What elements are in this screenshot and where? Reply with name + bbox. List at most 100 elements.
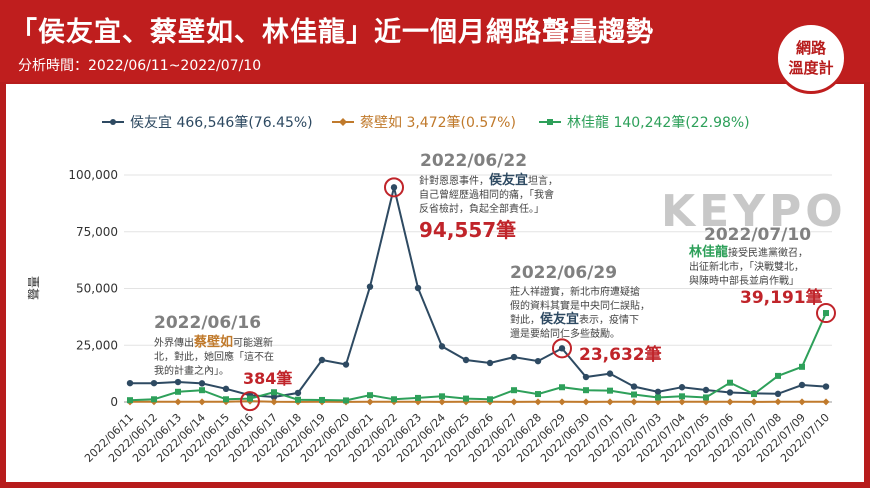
legend-label-hou: 侯友宜 466,546筆(76.45%) — [130, 115, 313, 131]
data-point — [535, 391, 541, 398]
data-point — [702, 386, 710, 394]
data-point — [631, 391, 637, 398]
legend-item-hou: 侯友宜 466,546筆(76.45%) — [102, 115, 313, 131]
y-axis-label: 聲量 — [26, 276, 41, 300]
data-point — [343, 397, 349, 404]
annotation-date-0622: 2022/06/22 — [420, 151, 527, 171]
y-tick-label: 75,000 — [76, 225, 118, 239]
line-chart: 侯友宜 466,546筆(76.45%) 蔡壁如 3,472筆(0.57%) 林… — [26, 114, 847, 465]
data-point — [775, 372, 781, 379]
y-tick-label: 100,000 — [68, 168, 118, 182]
data-point — [318, 356, 326, 364]
data-point — [342, 361, 350, 368]
annotation-date-0710: 2022/07/10 — [704, 225, 811, 245]
data-point — [558, 398, 566, 406]
series-line-2 — [129, 312, 827, 402]
data-point — [271, 389, 277, 396]
data-point — [799, 363, 805, 370]
data-point — [630, 383, 638, 390]
data-point — [438, 343, 446, 350]
data-point — [510, 353, 518, 361]
data-point — [127, 397, 133, 404]
data-point — [223, 396, 229, 403]
data-point — [823, 310, 829, 317]
data-point — [679, 393, 685, 400]
annotation-highlight-0616: 蔡壁如 — [193, 334, 233, 350]
data-point — [751, 391, 757, 398]
highlight-circle — [240, 391, 260, 412]
annotation-text-0622: 針對恩恩事件，侯友宜坦言， 自己曾經歷過相同的痛，「我會 反省檢討，負起全部責任… — [419, 172, 561, 215]
data-point — [295, 396, 301, 403]
data-point — [606, 398, 614, 406]
annotation-value-0622: 94,557筆 — [419, 218, 516, 242]
data-point — [750, 398, 758, 406]
annotation-date-0616: 2022/06/16 — [154, 313, 261, 333]
legend-label-tsai: 蔡壁如 3,472筆(0.57%) — [360, 115, 516, 131]
y-tick-label: 25,000 — [76, 338, 118, 352]
data-point — [366, 283, 374, 290]
data-point — [822, 398, 830, 406]
data-point — [175, 388, 181, 395]
data-point — [511, 387, 517, 394]
data-point — [463, 395, 469, 402]
data-point — [151, 396, 157, 403]
data-point — [126, 379, 134, 387]
highlight-circle — [816, 303, 836, 324]
header: 「侯友宜、蔡壁如、林佳龍」近一個月網路聲量趨勢 分析時間：2022/06/11~… — [0, 0, 870, 82]
data-point — [534, 398, 542, 406]
annotation-value-0629: 23,632筆 — [579, 344, 662, 365]
data-point — [583, 387, 589, 394]
data-point — [798, 381, 806, 389]
data-point — [559, 384, 565, 391]
data-point — [199, 387, 205, 394]
data-point — [774, 390, 782, 398]
data-point — [174, 378, 182, 386]
annotation-value-0710: 39,191筆 — [740, 287, 823, 308]
data-point — [150, 379, 158, 387]
data-point — [630, 398, 638, 406]
annotation-text-0710: 林佳龍接受民進黨徵召， 出征新北市，「決戰雙北， 與陳時中部長並肩作戰」 — [689, 244, 811, 287]
data-point — [390, 184, 398, 191]
annotation-text-0616: 外界傳出蔡壁如可能選新 北，對此，她回應「這不在 我的計畫之內」。 — [154, 334, 277, 377]
logo-text-2: 溫度計 — [788, 59, 834, 77]
data-point — [319, 396, 325, 403]
logo-text-1: 網路 — [795, 39, 826, 57]
data-point — [534, 357, 542, 365]
annotation-highlight-0710: 林佳龍 — [689, 244, 728, 260]
data-point — [462, 356, 470, 364]
data-point — [798, 398, 806, 406]
watermark: KEYPO — [661, 186, 847, 237]
data-point — [294, 389, 302, 397]
data-point — [726, 398, 734, 406]
data-point — [606, 370, 614, 377]
data-point — [415, 394, 421, 401]
y-tick-label: 50,000 — [76, 282, 118, 296]
series-layer — [126, 177, 836, 412]
y-tick-label: 0 — [110, 395, 118, 409]
annotation-0622: 2022/06/22 針對恩恩事件，侯友宜坦言， 自己曾經歷過相同的痛，「我會 … — [419, 151, 561, 242]
legend-label-lin: 林佳龍 140,242筆(22.98%) — [567, 114, 750, 131]
data-point — [510, 398, 518, 406]
data-point — [487, 396, 493, 403]
data-point — [582, 398, 590, 406]
data-point — [582, 373, 590, 381]
data-point — [270, 398, 278, 406]
data-point — [655, 394, 661, 401]
data-point — [222, 385, 230, 393]
data-point — [367, 392, 373, 399]
annotation-0710: 2022/07/10 林佳龍接受民進黨徵召， 出征新北市，「決戰雙北， 與陳時中… — [689, 225, 823, 308]
data-point — [726, 389, 734, 396]
data-point — [198, 398, 206, 406]
data-point — [774, 398, 782, 406]
highlight-circle — [552, 338, 572, 359]
data-point — [703, 394, 709, 401]
data-point — [822, 383, 830, 390]
data-point — [439, 393, 445, 400]
annotation-value-0616: 384筆 — [243, 369, 292, 388]
data-point — [247, 395, 253, 402]
data-point — [654, 388, 662, 395]
data-point — [414, 284, 422, 292]
legend: 侯友宜 466,546筆(76.45%) 蔡壁如 3,472筆(0.57%) 林… — [102, 114, 750, 131]
data-point — [607, 387, 613, 394]
data-point — [678, 384, 686, 391]
